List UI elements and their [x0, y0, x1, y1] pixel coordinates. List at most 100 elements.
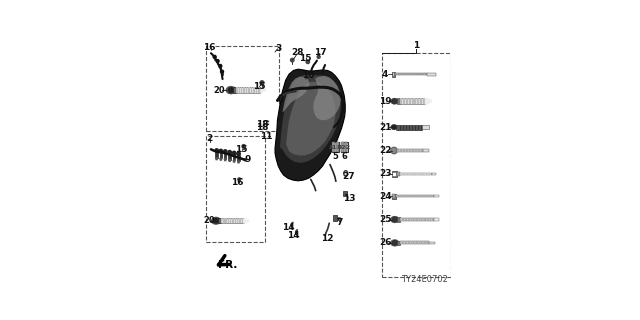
Bar	[404, 124, 406, 130]
Circle shape	[393, 219, 397, 222]
Bar	[217, 61, 218, 64]
Text: FR.: FR.	[218, 260, 237, 269]
Bar	[403, 218, 404, 221]
Circle shape	[213, 55, 216, 58]
Bar	[408, 98, 410, 104]
Bar	[400, 218, 401, 221]
Bar	[413, 124, 415, 130]
Text: 24: 24	[379, 192, 392, 201]
Bar	[335, 142, 339, 147]
Circle shape	[216, 218, 220, 221]
Bar	[344, 147, 348, 152]
Circle shape	[231, 89, 235, 93]
Bar	[409, 149, 411, 152]
Bar	[332, 142, 335, 147]
Text: 15: 15	[253, 82, 265, 91]
Bar	[426, 195, 427, 197]
Circle shape	[214, 220, 218, 224]
Circle shape	[227, 87, 231, 91]
Circle shape	[212, 219, 215, 223]
Bar	[335, 147, 339, 152]
Bar	[427, 173, 429, 175]
Circle shape	[242, 145, 246, 148]
Bar	[423, 98, 426, 104]
Text: 14: 14	[282, 223, 295, 232]
Bar	[382, 53, 451, 277]
Text: 2: 2	[207, 134, 213, 143]
Circle shape	[221, 70, 223, 73]
Circle shape	[392, 125, 396, 129]
Bar	[434, 218, 438, 221]
Bar	[392, 72, 395, 76]
Circle shape	[395, 242, 398, 245]
Bar	[413, 241, 415, 244]
Circle shape	[238, 178, 241, 181]
Polygon shape	[426, 98, 431, 104]
Text: 11: 11	[260, 132, 272, 141]
Circle shape	[392, 125, 394, 127]
Bar	[344, 142, 348, 147]
Bar	[413, 73, 415, 75]
Circle shape	[317, 55, 320, 58]
Bar	[416, 218, 418, 221]
Bar	[243, 87, 245, 93]
Text: 422: 422	[338, 145, 351, 149]
Bar	[401, 195, 403, 197]
Bar	[411, 173, 413, 175]
Circle shape	[212, 220, 216, 224]
Polygon shape	[260, 87, 266, 93]
Bar	[341, 142, 348, 152]
Circle shape	[219, 65, 222, 68]
Polygon shape	[224, 159, 226, 161]
Bar	[406, 149, 408, 152]
Circle shape	[392, 148, 396, 153]
Text: 15: 15	[299, 54, 312, 63]
Bar	[237, 218, 238, 223]
Circle shape	[392, 217, 397, 222]
Circle shape	[395, 219, 398, 222]
Bar	[255, 87, 257, 93]
Bar	[405, 173, 407, 175]
Bar	[241, 87, 243, 93]
Bar	[216, 152, 218, 158]
Bar	[424, 173, 426, 175]
Text: 16: 16	[203, 43, 216, 52]
Bar	[413, 173, 415, 175]
Bar	[408, 218, 410, 221]
Text: 27: 27	[342, 172, 355, 181]
Bar	[401, 124, 403, 130]
Circle shape	[232, 88, 236, 92]
Bar	[341, 142, 344, 147]
Bar	[429, 242, 435, 244]
Circle shape	[212, 218, 216, 221]
Bar	[422, 173, 423, 175]
Text: 20: 20	[203, 216, 215, 225]
Bar	[398, 195, 400, 197]
Bar	[432, 218, 434, 221]
Circle shape	[392, 99, 395, 102]
Bar	[407, 124, 409, 130]
Bar	[416, 73, 418, 75]
Bar	[248, 87, 250, 93]
Bar	[415, 149, 417, 152]
Bar	[400, 218, 434, 221]
Bar	[403, 149, 405, 152]
Bar	[400, 98, 426, 104]
Bar	[228, 154, 231, 160]
Bar	[427, 218, 429, 221]
Text: 6: 6	[341, 152, 347, 161]
Bar	[427, 241, 429, 244]
Bar	[428, 195, 430, 197]
Circle shape	[393, 240, 397, 244]
Text: 16: 16	[230, 178, 243, 187]
Bar	[398, 124, 422, 130]
Bar	[206, 136, 265, 242]
Bar	[421, 149, 423, 152]
Bar	[403, 173, 404, 175]
Bar	[400, 241, 401, 244]
Bar	[416, 241, 418, 244]
Bar	[420, 98, 422, 104]
Circle shape	[260, 81, 264, 85]
Bar	[405, 241, 407, 244]
Polygon shape	[228, 160, 230, 161]
